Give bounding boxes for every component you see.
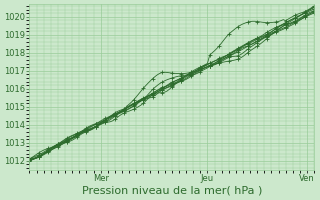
X-axis label: Pression niveau de la mer( hPa ): Pression niveau de la mer( hPa ) — [82, 186, 262, 196]
